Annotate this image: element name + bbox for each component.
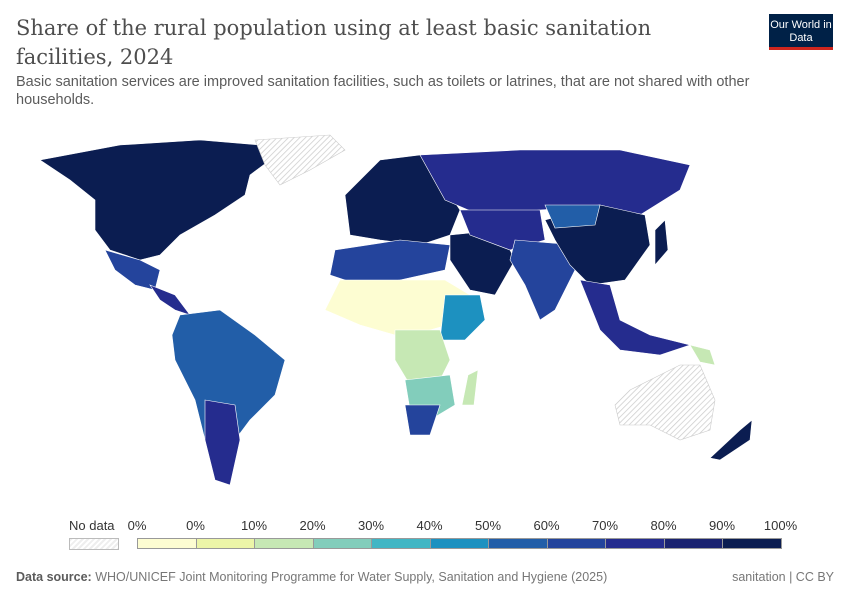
legend-tick-label: 10% <box>240 518 268 533</box>
legend-tick-label: 20% <box>299 518 326 533</box>
region-mongolia[interactable] <box>544 204 601 229</box>
footer-license[interactable]: sanitation | CC BY <box>732 570 834 584</box>
region-north-america[interactable] <box>39 137 301 261</box>
region-southern-cone[interactable] <box>204 399 241 486</box>
legend-bin[interactable] <box>488 538 548 549</box>
region-europe[interactable] <box>344 154 461 246</box>
legend-bin[interactable] <box>137 538 197 549</box>
legend-tick-label: 0% <box>186 518 205 533</box>
legend-tick-label: 90% <box>708 518 736 533</box>
source-label: Data source: <box>16 570 92 584</box>
legend-bin[interactable] <box>722 538 782 549</box>
region-south-africa[interactable] <box>404 404 441 436</box>
region-north-africa[interactable] <box>329 239 451 286</box>
region-central-america[interactable] <box>149 284 191 316</box>
legend-bin[interactable] <box>195 538 255 549</box>
region-greenland[interactable] <box>254 134 346 186</box>
legend-bin[interactable] <box>429 538 489 549</box>
legend-bin[interactable] <box>663 538 723 549</box>
region-papua-new-guinea[interactable] <box>689 344 716 366</box>
region-new-zealand[interactable] <box>709 419 753 461</box>
legend-tick-label: 80% <box>650 518 677 533</box>
legend-bin[interactable] <box>546 538 606 549</box>
legend-tick-label: 100% <box>763 518 798 533</box>
footer-source: Data source: WHO/UNICEF Joint Monitoring… <box>16 570 607 584</box>
legend-bin[interactable] <box>371 538 431 549</box>
legend-no-data-swatch <box>69 538 119 550</box>
region-australia[interactable] <box>614 364 716 441</box>
source-text[interactable]: WHO/UNICEF Joint Monitoring Programme fo… <box>95 570 608 584</box>
legend-tick-label: 30% <box>357 518 385 533</box>
region-madagascar[interactable] <box>461 369 479 406</box>
region-southeast-asia[interactable] <box>579 279 692 356</box>
legend-tick-label: 50% <box>474 518 502 533</box>
legend-tick-label: 40% <box>416 518 443 533</box>
legend-no-data-label: No data <box>69 518 115 533</box>
legend-tick-label: 0% <box>127 518 147 533</box>
legend-tick-label: 70% <box>591 518 619 533</box>
legend-bin[interactable] <box>254 538 314 549</box>
legend-bin[interactable] <box>605 538 665 549</box>
legend-tick-label: 60% <box>533 518 560 533</box>
legend-bin[interactable] <box>312 538 372 549</box>
world-map[interactable] <box>0 120 850 500</box>
subtitle: Basic sanitation services are improved s… <box>16 74 750 108</box>
page-title: Share of the rural population using at l… <box>16 16 652 69</box>
owid-logo[interactable]: Our World in Data <box>769 14 833 50</box>
region-japan[interactable] <box>654 219 669 266</box>
region-east-africa[interactable] <box>439 294 486 341</box>
